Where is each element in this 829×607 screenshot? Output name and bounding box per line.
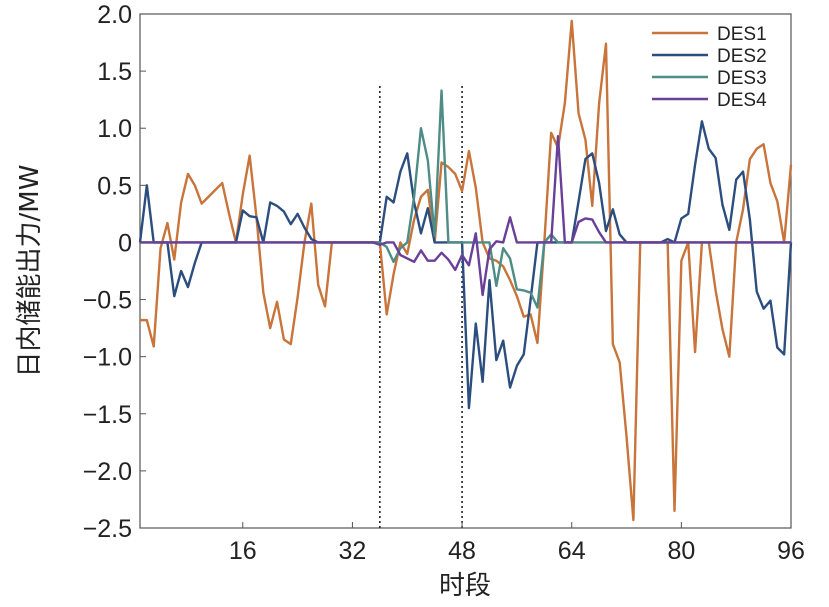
- x-axis-title: 时段: [439, 571, 491, 601]
- x-tick-label: 16: [229, 537, 257, 565]
- legend-label: DES4: [717, 90, 767, 111]
- y-tick-label: 1.0: [97, 115, 132, 143]
- x-tick-label: 32: [339, 537, 367, 565]
- x-tick-label: 64: [558, 537, 586, 565]
- series-line-des2: [138, 120, 793, 410]
- y-tick-label: −0.5: [83, 287, 132, 315]
- x-tick-label: 48: [448, 537, 476, 565]
- y-axis-title: 日内储能出力/MW: [15, 165, 45, 378]
- legend-label: DES2: [717, 46, 767, 67]
- x-tick-label: 80: [667, 537, 695, 565]
- legend-label: DES3: [717, 68, 767, 89]
- y-tick-label: −2.5: [83, 515, 132, 543]
- series-line-des4: [140, 135, 791, 297]
- y-tick-label: 2.0: [97, 1, 132, 29]
- y-tick-label: 0: [118, 229, 132, 257]
- x-axis-ticks: 16 32 48 64 80 96: [229, 522, 805, 565]
- y-tick-label: −2.0: [83, 458, 132, 486]
- series-layer: [138, 19, 793, 522]
- x-tick-label: 96: [777, 537, 805, 565]
- reference-lines: [379, 85, 463, 528]
- y-tick-label: 0.5: [97, 172, 132, 200]
- y-tick-label: 1.5: [97, 58, 132, 86]
- series-line-des1: [140, 19, 793, 522]
- y-axis-ticks: 2.0 1.5 1.0 0.5 0 −0.5 −1.0 −1.5 −2.0 −2.5: [83, 1, 146, 543]
- plot-area: [139, 13, 792, 529]
- y-tick-label: −1.0: [83, 344, 132, 372]
- legend-label: DES1: [717, 24, 767, 45]
- y-tick-label: −1.5: [83, 401, 132, 429]
